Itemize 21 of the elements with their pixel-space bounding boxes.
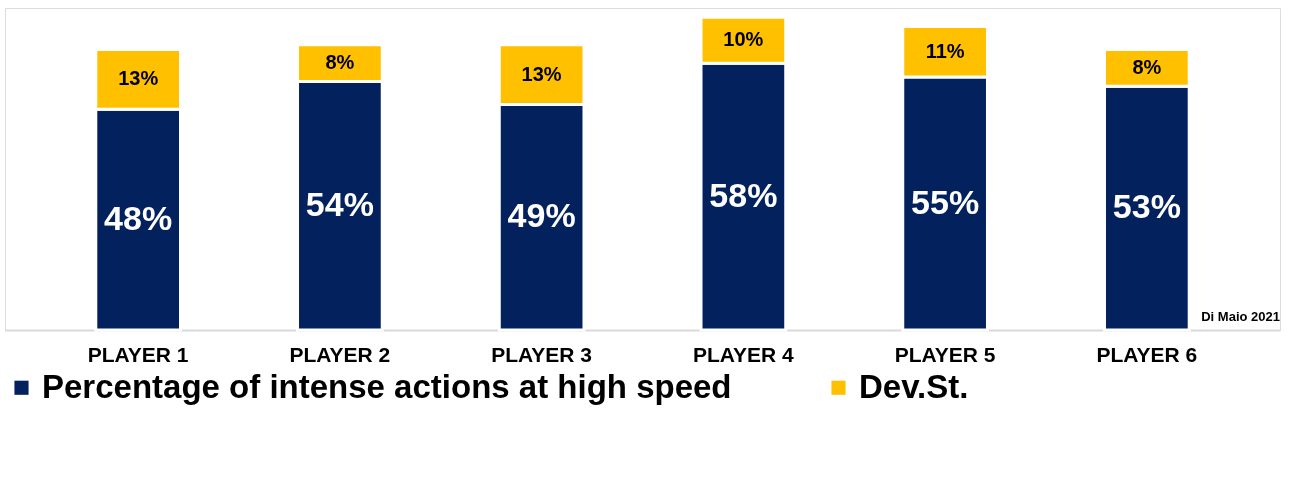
data-label: 13% [521, 62, 562, 85]
annotation: Di Maio 2021 [1201, 309, 1280, 324]
legend-label: Percentage of intense actions at high speed [42, 367, 732, 405]
x-tick-label: PLAYER 2 [289, 342, 391, 366]
data-label: 53% [1112, 187, 1181, 226]
data-label: 48% [104, 198, 173, 237]
x-tick-label: PLAYER 4 [692, 342, 795, 366]
data-label: 10% [723, 28, 764, 51]
data-label: 55% [911, 182, 980, 221]
x-tick-label: PLAYER 6 [1096, 342, 1198, 366]
legend-label: Dev.St. [859, 367, 969, 405]
data-label: 58% [709, 175, 778, 214]
data-label: 8% [325, 51, 355, 74]
x-tick-label: PLAYER 5 [894, 342, 996, 366]
x-tick-label: PLAYER 1 [87, 342, 189, 366]
data-label: 54% [305, 184, 374, 223]
data-label: 13% [118, 67, 159, 90]
data-label: 49% [507, 196, 576, 235]
x-tick-label: PLAYER 3 [491, 342, 593, 366]
data-label: 11% [925, 39, 965, 62]
data-label: 8% [1132, 55, 1162, 78]
